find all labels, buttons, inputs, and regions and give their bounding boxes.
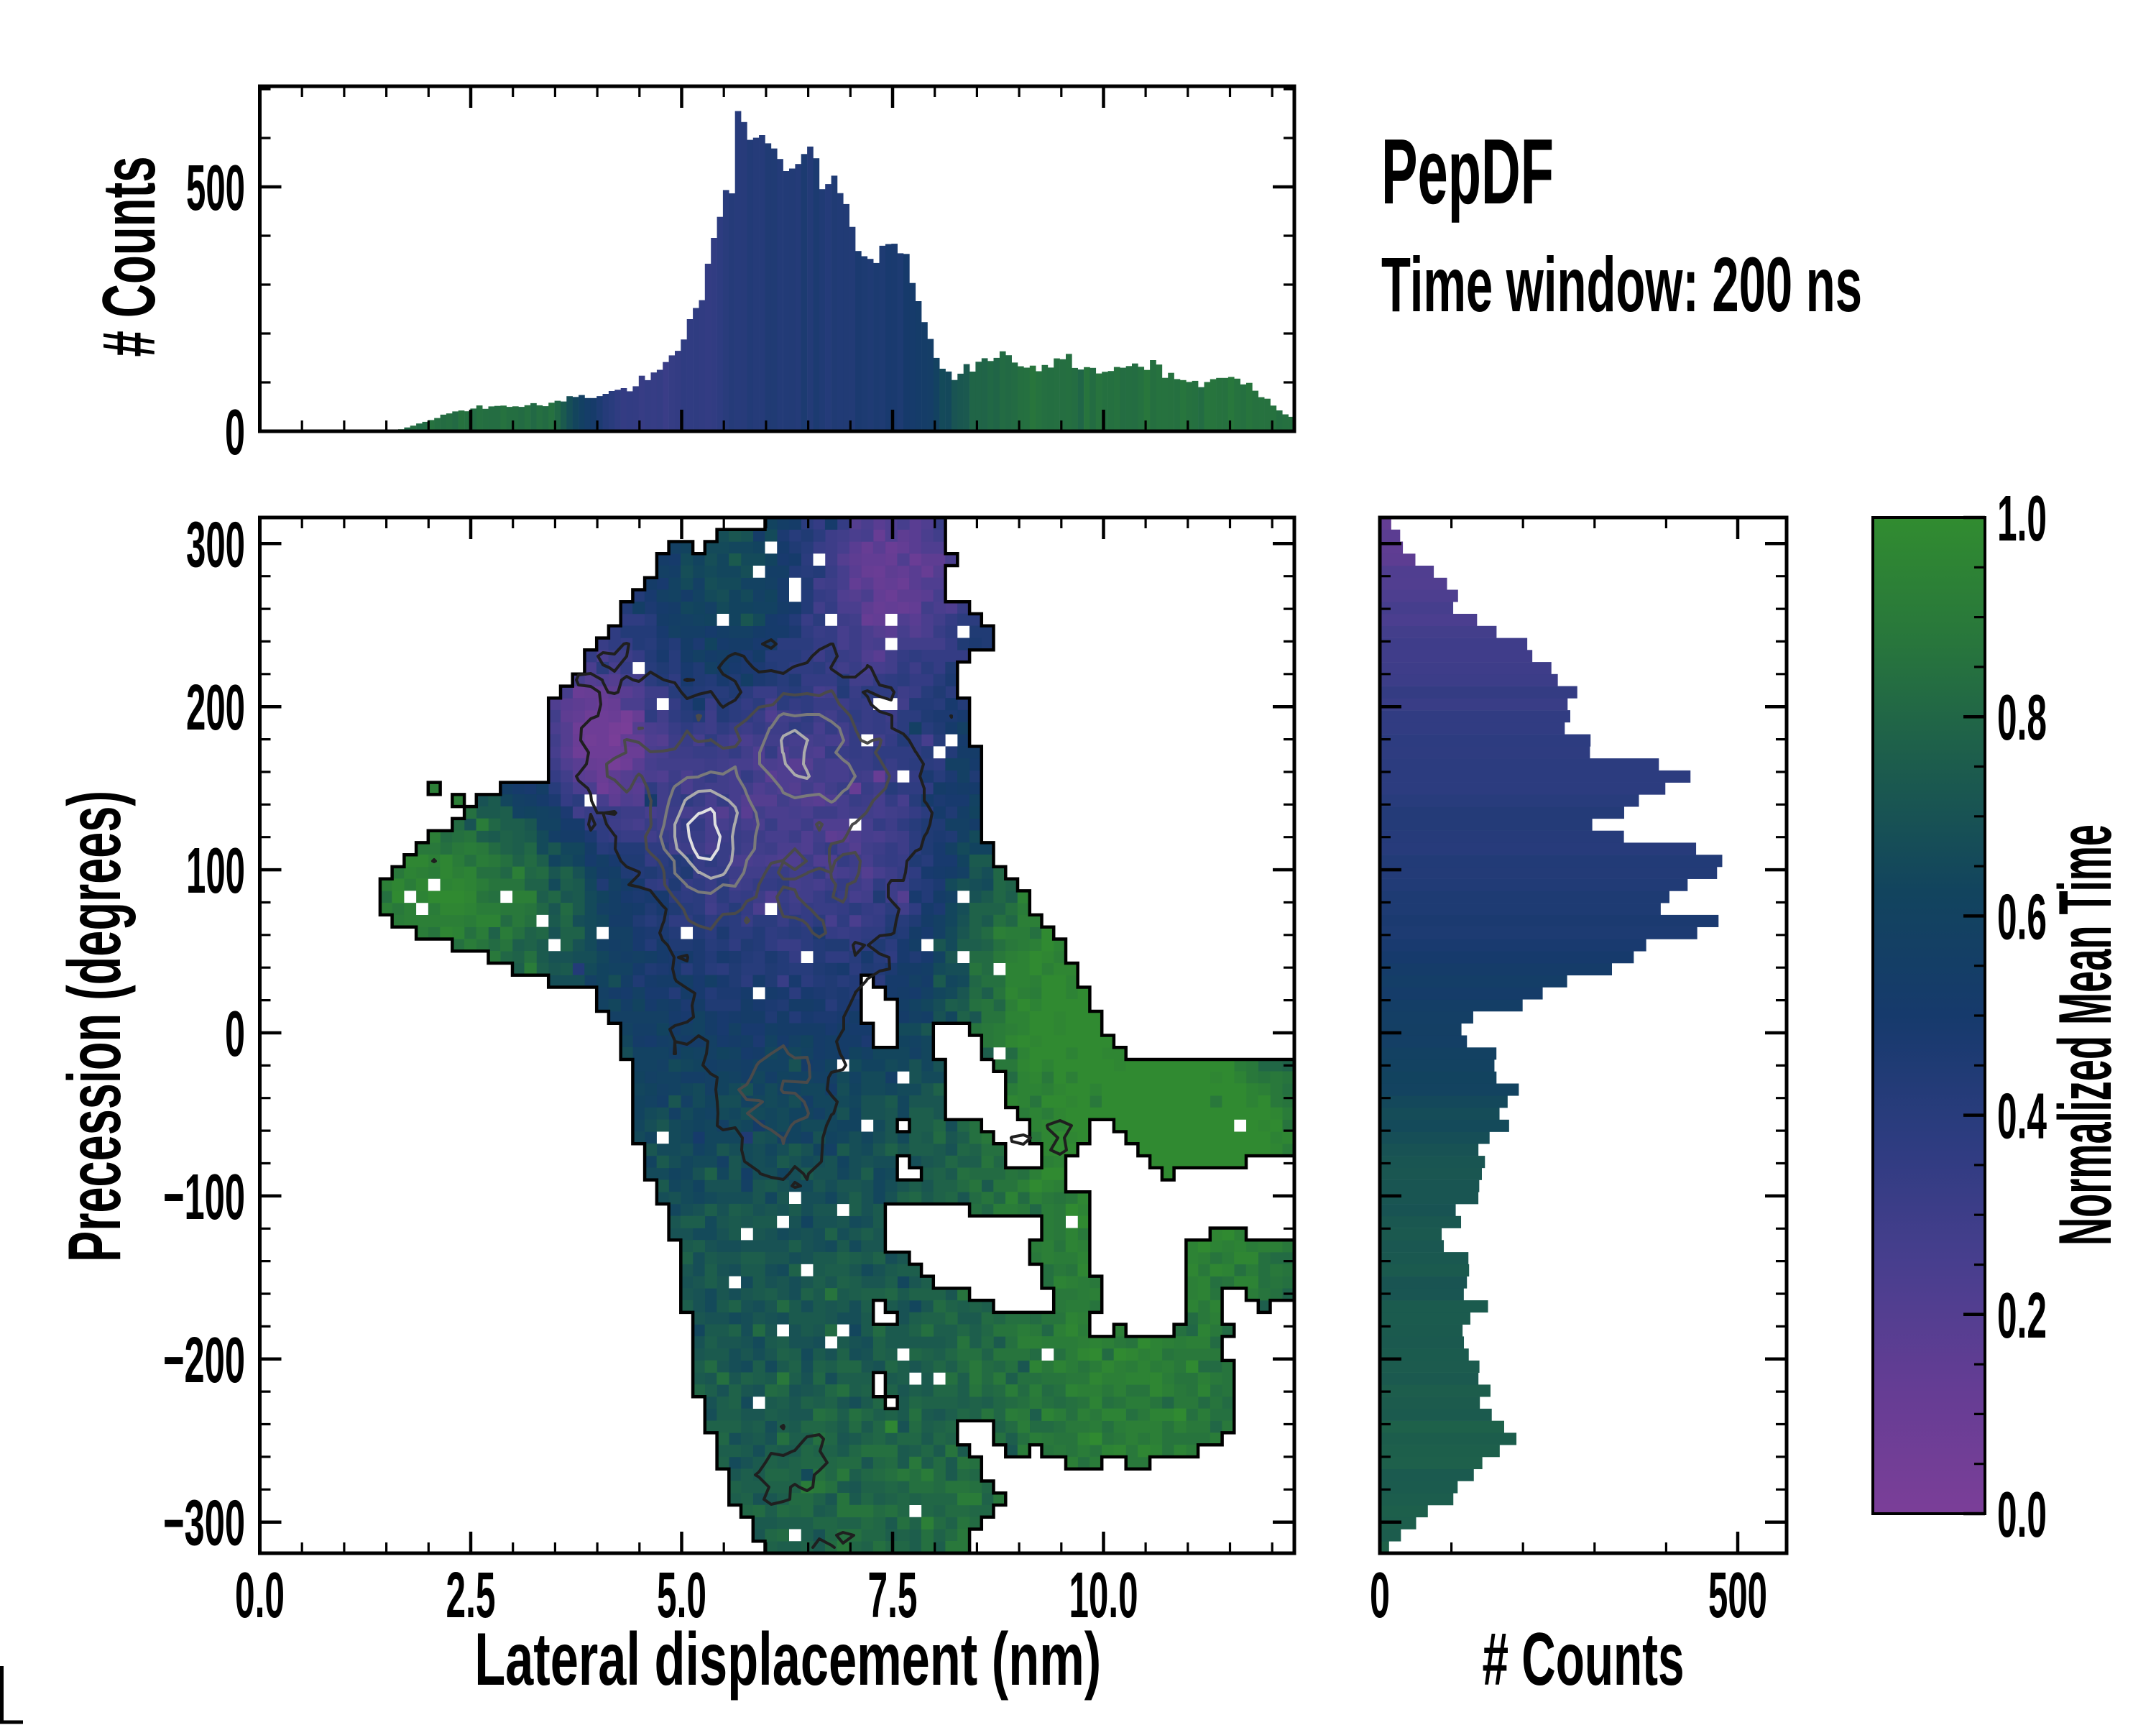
svg-text:500: 500 [186, 152, 245, 224]
svg-text:0.2: 0.2 [1997, 1280, 2047, 1352]
svg-text:0: 0 [1370, 1560, 1390, 1632]
svg-text:0: 0 [225, 998, 245, 1070]
svg-text:0.8: 0.8 [1997, 682, 2047, 754]
svg-text:0.4: 0.4 [1997, 1081, 2047, 1153]
svg-text:100: 100 [186, 835, 245, 907]
svg-text:# Counts: # Counts [1483, 1618, 1685, 1701]
svg-text:Time window: 200 ns: Time window: 200 ns [1381, 241, 1862, 328]
svg-text:0: 0 [225, 397, 245, 469]
svg-text:5.0: 5.0 [657, 1560, 706, 1632]
svg-text:500: 500 [1708, 1560, 1767, 1632]
svg-text:7.5: 7.5 [868, 1560, 918, 1632]
svg-text:200: 200 [186, 672, 245, 744]
svg-text:Normalized Mean Time: Normalized Mean Time [2044, 824, 2127, 1246]
svg-text:1.0: 1.0 [1997, 483, 2047, 555]
svg-text:−300: −300 [163, 1488, 245, 1560]
svg-text:2.5: 2.5 [446, 1560, 496, 1632]
svg-text:−200: −200 [163, 1325, 245, 1397]
svg-text:10.0: 10.0 [1069, 1560, 1138, 1632]
svg-text:0.0: 0.0 [235, 1560, 285, 1632]
svg-text:0.0: 0.0 [1997, 1479, 2047, 1551]
svg-text:Lateral displacement (nm): Lateral displacement (nm) [474, 1618, 1101, 1701]
svg-text:Precession (degrees): Precession (degrees) [53, 791, 137, 1262]
svg-text:# Counts: # Counts [88, 157, 171, 357]
svg-text:−100: −100 [163, 1162, 245, 1233]
svg-text:0.6: 0.6 [1997, 881, 2047, 953]
svg-text:PepDF: PepDF [1381, 120, 1554, 224]
svg-text:300: 300 [186, 509, 245, 581]
